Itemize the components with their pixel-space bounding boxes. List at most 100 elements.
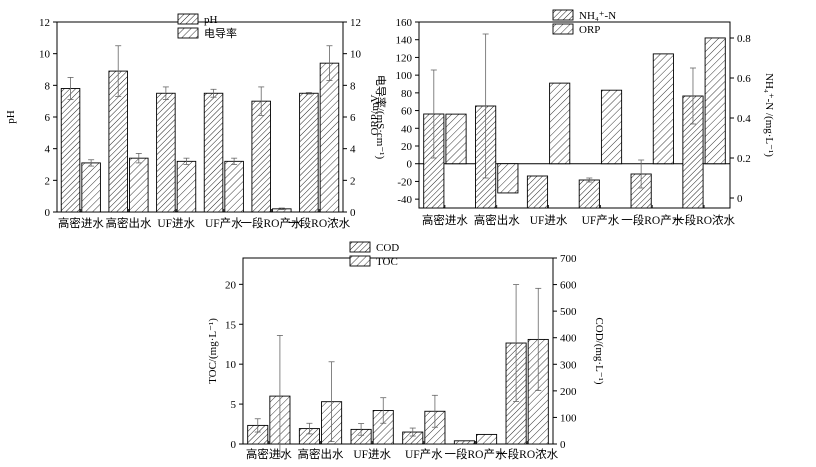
- plot-frame: [418, 21, 731, 209]
- right-axis-label: NH₄⁺-N /(mg·L⁻¹): [763, 73, 775, 157]
- right-tick-label: 2: [350, 175, 356, 187]
- legend-label: 电导率: [204, 26, 237, 40]
- left-tick-label: 6: [45, 112, 51, 124]
- category-label: 高密进水: [422, 213, 468, 227]
- right-tick-label: 0.4: [737, 113, 751, 125]
- right-tick-label: 8: [350, 80, 356, 92]
- right-tick-label: 0: [737, 193, 743, 205]
- right-axis-label: COD/(mg·L⁻¹): [593, 317, 605, 384]
- left-tick-label: 120: [396, 52, 413, 64]
- legend-swatch: [349, 241, 371, 253]
- right-tick-label: 12: [350, 17, 361, 29]
- left-tick-label: 0: [45, 207, 51, 219]
- left-tick-label: 0: [231, 439, 237, 451]
- category-label: 一段RO浓水: [288, 216, 350, 230]
- left-tick-label: 20: [401, 141, 413, 153]
- bar-hatch-a: [203, 92, 224, 213]
- left-tick-label: 15: [225, 319, 237, 331]
- category-label: 一段RO浓水: [496, 447, 558, 461]
- bar-hatch-b: [704, 37, 726, 165]
- bar-hatch-b: [81, 162, 101, 213]
- bar-hatch-b: [497, 163, 519, 194]
- right-tick-label: 500: [560, 306, 577, 318]
- category-label: UF产水: [405, 447, 443, 461]
- right-tick-label: 200: [560, 386, 577, 398]
- right-tick-label: 100: [560, 412, 577, 424]
- category-label: 一段RO产水: [621, 213, 683, 227]
- nh4-orp-chart: -40 -20 0 20 40 60 80 100 120 140 160 0 0.2 0.4 0.6 0.8…: [369, 9, 775, 227]
- bar-hatch-b: [549, 82, 571, 165]
- left-axis-label: pH: [5, 110, 17, 124]
- category-label: UF产水: [582, 213, 620, 227]
- bar-hatch-b: [319, 62, 340, 213]
- category-label: 高密出水: [298, 447, 344, 461]
- right-tick-label: 6: [350, 112, 356, 124]
- left-tick-label: 10: [39, 49, 51, 61]
- legend-swatch: [177, 27, 199, 39]
- left-axis-label: TOC/(mg·L⁻¹): [207, 318, 219, 384]
- category-label: 高密出水: [106, 216, 152, 230]
- right-tick-label: 0: [350, 207, 356, 219]
- left-tick-label: 10: [225, 359, 237, 371]
- left-tick-label: 40: [401, 123, 413, 135]
- bar-hatch-b: [445, 113, 467, 165]
- right-tick-label: 700: [560, 253, 577, 265]
- left-tick-label: 12: [39, 17, 50, 29]
- category-label: 一段RO产水: [445, 447, 507, 461]
- bar-hatch-b: [224, 160, 244, 213]
- right-tick-label: 0.6: [737, 73, 751, 85]
- left-axis-label: ORP/mV: [369, 94, 381, 135]
- legend-label: ORP: [579, 24, 600, 36]
- category-label: 高密进水: [246, 447, 292, 461]
- ph-conductivity-chart: 0 2 4 6 8 10 12 0 2 4 6 8 10 12 高密进水 高密出水 UF进水 UF产水一段RO产水…: [5, 13, 388, 230]
- right-tick-label: 0.2: [737, 153, 751, 165]
- bar-hatch-b: [176, 160, 197, 213]
- bar-hatch-b: [476, 433, 498, 445]
- legend-swatch: [177, 13, 199, 25]
- bar-hatch-a: [453, 440, 475, 445]
- category-label: UF进水: [157, 217, 195, 230]
- left-tick-label: 8: [45, 80, 51, 92]
- right-axis-label: 电导率/(mS·cm⁻¹): [374, 75, 388, 160]
- legend-label: NH₄⁺-N: [579, 10, 616, 22]
- category-label: 一段RO产水: [241, 216, 303, 230]
- category-label: UF产水: [205, 216, 243, 230]
- left-tick-label: 80: [401, 88, 413, 100]
- legend-label: TOC: [376, 256, 398, 268]
- bar-hatch-a: [299, 92, 319, 213]
- left-tick-label: 2: [45, 175, 51, 187]
- legend-swatch: [552, 23, 574, 35]
- right-tick-label: 0.8: [737, 33, 751, 45]
- category-label: UF进水: [353, 448, 391, 461]
- legend-label: pH: [204, 14, 218, 26]
- legend-swatch: [349, 255, 371, 267]
- right-tick-label: 300: [560, 359, 577, 371]
- left-tick-label: -40: [397, 194, 412, 206]
- left-tick-label: 100: [396, 70, 413, 82]
- right-tick-label: 600: [560, 280, 577, 292]
- right-tick-label: 4: [350, 144, 356, 156]
- category-label: 一段RO浓水: [673, 213, 735, 227]
- bar-hatch-a: [60, 88, 81, 213]
- plot-frame: [242, 257, 554, 445]
- left-tick-label: 0: [407, 159, 413, 171]
- bar-hatch-b: [129, 157, 149, 213]
- bar-hatch-a: [156, 92, 176, 213]
- right-tick-label: 400: [560, 333, 577, 345]
- category-label: 高密进水: [58, 216, 104, 230]
- right-tick-label: 10: [350, 49, 362, 61]
- bar-hatch-a: [251, 100, 271, 213]
- left-tick-label: 5: [231, 399, 237, 411]
- left-tick-label: 60: [401, 106, 413, 118]
- bar-hatch-a: [578, 179, 600, 209]
- category-label: UF进水: [530, 214, 568, 227]
- bar-hatch-b: [600, 89, 623, 165]
- left-tick-label: 4: [45, 144, 51, 156]
- legend-label: COD: [376, 242, 399, 254]
- left-tick-label: 160: [396, 17, 413, 29]
- legend-swatch: [552, 9, 574, 21]
- category-label: 高密出水: [474, 213, 520, 227]
- right-tick-label: 0: [560, 439, 566, 451]
